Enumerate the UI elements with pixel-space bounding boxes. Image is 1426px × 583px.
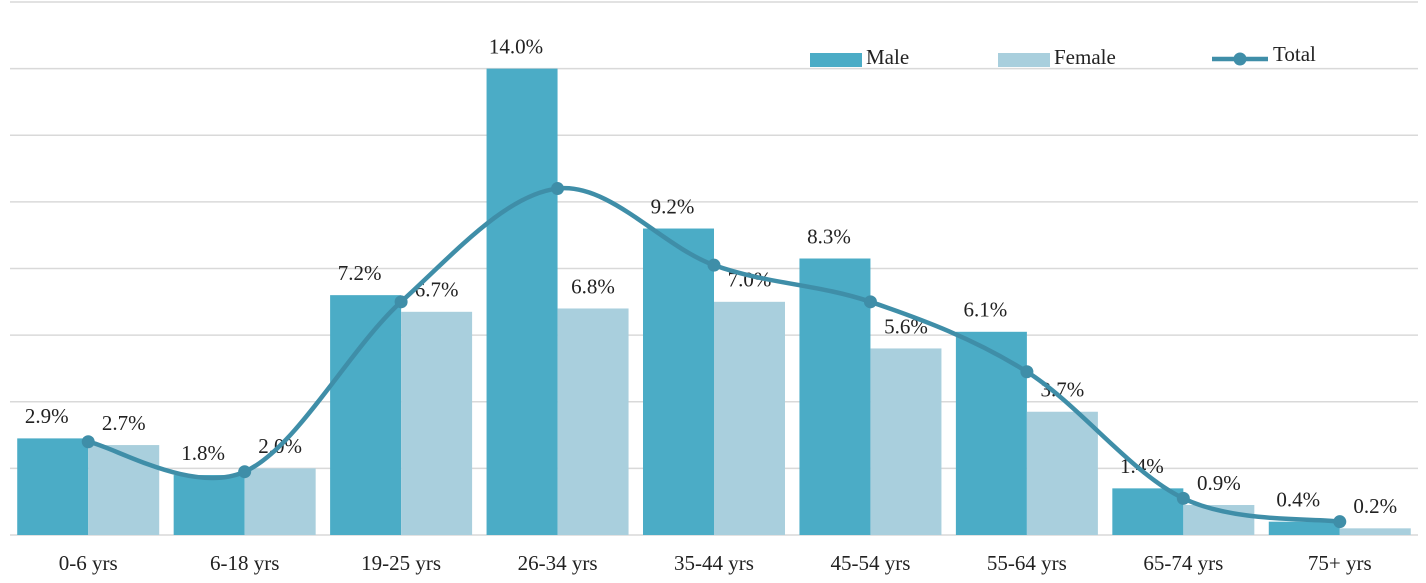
bar <box>244 468 316 535</box>
x-tick-label: 55-64 yrs <box>987 551 1067 575</box>
x-tick-label: 45-54 yrs <box>830 551 910 575</box>
x-tick-label: 65-74 yrs <box>1143 551 1223 575</box>
bar <box>870 348 942 535</box>
legend-marker <box>1233 52 1247 66</box>
legend-swatch <box>810 53 862 67</box>
data-label: 9.2% <box>651 194 695 218</box>
bar <box>17 438 89 535</box>
data-label: 0.2% <box>1353 494 1397 518</box>
bar <box>1026 411 1098 535</box>
line-marker <box>1176 491 1190 505</box>
data-label: 8.3% <box>807 224 851 248</box>
legend-swatch <box>998 53 1050 67</box>
bar <box>799 258 871 535</box>
bar <box>557 308 629 535</box>
bar <box>486 68 558 535</box>
x-tick-label: 26-34 yrs <box>518 551 598 575</box>
x-tick-label: 35-44 yrs <box>674 551 754 575</box>
data-label: 7.2% <box>338 261 382 285</box>
data-label: 6.8% <box>571 274 615 298</box>
data-label: 14.0% <box>489 34 543 58</box>
bar <box>88 445 160 535</box>
data-label: 2.7% <box>102 411 146 435</box>
bar <box>714 301 785 535</box>
bar <box>643 228 714 535</box>
data-label: 2.9% <box>25 404 69 428</box>
bar <box>955 331 1027 535</box>
data-label: 0.4% <box>1276 487 1320 511</box>
line-marker <box>81 435 95 449</box>
line-marker <box>394 295 408 309</box>
x-tick-label: 6-18 yrs <box>210 551 279 575</box>
line-marker <box>551 182 565 196</box>
line-marker <box>1020 365 1034 379</box>
legend-label: Male <box>866 45 909 69</box>
data-label: 0.9% <box>1197 471 1241 495</box>
line-marker <box>238 465 252 479</box>
bar <box>173 475 245 535</box>
line <box>87 186 1341 524</box>
bar <box>330 295 402 535</box>
bar <box>1112 488 1184 535</box>
bar <box>1339 528 1411 535</box>
bar <box>401 311 473 535</box>
x-tick-label: 0-6 yrs <box>59 551 118 575</box>
line-marker <box>1333 515 1347 529</box>
data-label: 1.8% <box>181 441 225 465</box>
line-marker <box>707 258 721 272</box>
bar <box>1268 521 1340 535</box>
legend-label: Total <box>1273 42 1316 66</box>
x-tick-label: 19-25 yrs <box>361 551 441 575</box>
x-tick-label: 75+ yrs <box>1308 551 1372 575</box>
line-marker <box>863 295 877 309</box>
legend-label: Female <box>1054 45 1116 69</box>
data-label: 6.1% <box>964 298 1008 322</box>
